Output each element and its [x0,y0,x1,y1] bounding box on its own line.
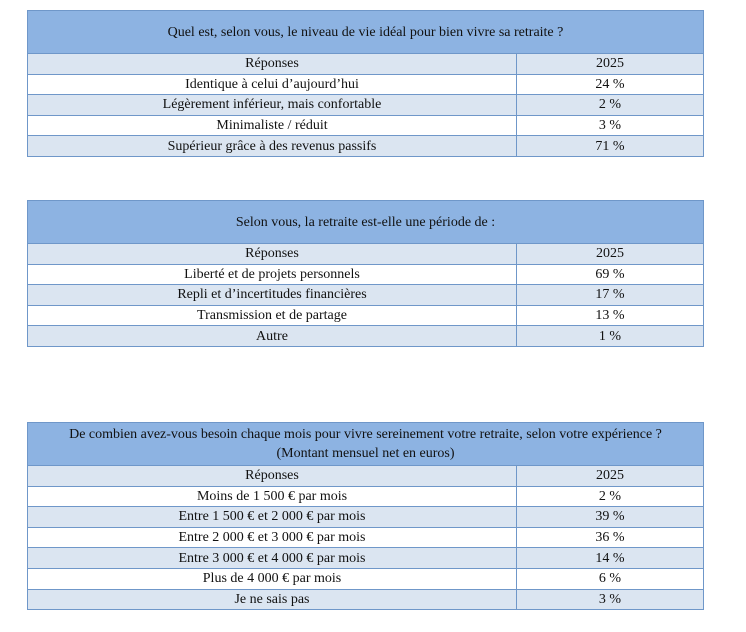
answer-cell: Supérieur grâce à des revenus passifs [27,135,517,157]
header-cell: Réponses [27,53,517,75]
data-row: Légèrement inférieur, mais confortable 2 … [27,94,704,116]
data-row: Transmission et de partage 13 % [27,304,704,327]
header-cell: 2025 [516,243,704,265]
value-cell: 39 % [516,506,704,528]
data-row: Repli et d’incertitudes financières 17 % [27,284,704,306]
data-row: Autre 1 % [27,325,704,347]
value-cell: 1 % [516,325,704,347]
header-row: Réponses 2025 [27,465,704,487]
data-row: Entre 3 000 € et 4 000 € par mois 14 % [27,547,704,569]
value-cell: 3 % [516,114,704,137]
answer-cell: Entre 1 500 € et 2 000 € par mois [27,506,517,528]
survey-table: De combien avez-vous besoin chaque mois … [27,422,704,611]
value-cell: 14 % [516,547,704,569]
answer-cell: Repli et d’incertitudes financières [27,284,517,306]
title-row: Quel est, selon vous, le niveau de vie i… [27,10,704,54]
header-cell: 2025 [516,53,704,75]
table-title: Selon vous, la retraite est-elle une pér… [27,200,704,244]
answer-cell: Je ne sais pas [27,588,517,611]
data-row: Entre 2 000 € et 3 000 € par mois 36 % [27,526,704,549]
survey-table: Quel est, selon vous, le niveau de vie i… [27,10,704,157]
data-row: Liberté et de projets personnels 69 % [27,263,704,286]
data-row: Je ne sais pas 3 % [27,588,704,611]
value-cell: 36 % [516,526,704,549]
header-cell: Réponses [27,465,517,487]
table-title: Quel est, selon vous, le niveau de vie i… [27,10,704,54]
data-row: Entre 1 500 € et 2 000 € par mois 39 % [27,506,704,528]
value-cell: 3 % [516,588,704,611]
data-row: Minimaliste / réduit 3 % [27,114,704,137]
data-row: Identique à celui d’aujourd’hui 24 % [27,73,704,96]
value-cell: 2 % [516,94,704,116]
header-cell: Réponses [27,243,517,265]
table-title: De combien avez-vous besoin chaque mois … [27,422,704,466]
title-row: Selon vous, la retraite est-elle une pér… [27,200,704,244]
survey-table: Selon vous, la retraite est-elle une pér… [27,200,704,347]
title-row: De combien avez-vous besoin chaque mois … [27,422,704,466]
header-row: Réponses 2025 [27,53,704,75]
answer-cell: Légèrement inférieur, mais confortable [27,94,517,116]
answer-cell: Autre [27,325,517,347]
data-row: Plus de 4 000 € par mois 6 % [27,567,704,590]
answer-cell: Plus de 4 000 € par mois [27,567,517,590]
value-cell: 71 % [516,135,704,157]
data-row: Moins de 1 500 € par mois 2 % [27,485,704,508]
header-cell: 2025 [516,465,704,487]
value-cell: 13 % [516,304,704,327]
answer-cell: Identique à celui d’aujourd’hui [27,73,517,96]
answer-cell: Entre 2 000 € et 3 000 € par mois [27,526,517,549]
value-cell: 6 % [516,567,704,590]
answer-cell: Minimaliste / réduit [27,114,517,137]
answer-cell: Liberté et de projets personnels [27,263,517,286]
answer-cell: Transmission et de partage [27,304,517,327]
data-row: Supérieur grâce à des revenus passifs 71 … [27,135,704,157]
value-cell: 2 % [516,485,704,508]
header-row: Réponses 2025 [27,243,704,265]
value-cell: 17 % [516,284,704,306]
answer-cell: Entre 3 000 € et 4 000 € par mois [27,547,517,569]
answer-cell: Moins de 1 500 € par mois [27,485,517,508]
value-cell: 69 % [516,263,704,286]
value-cell: 24 % [516,73,704,96]
